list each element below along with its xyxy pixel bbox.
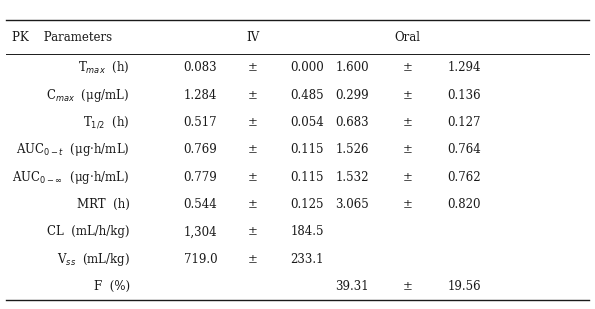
Text: 719.0: 719.0 xyxy=(183,253,217,266)
Text: ±: ± xyxy=(248,198,258,211)
Text: ±: ± xyxy=(248,171,258,184)
Text: V$_{ss}$  (mL/kg): V$_{ss}$ (mL/kg) xyxy=(57,251,130,268)
Text: ±: ± xyxy=(403,280,412,293)
Text: 19.56: 19.56 xyxy=(447,280,481,293)
Text: ±: ± xyxy=(403,61,412,74)
Text: 1.294: 1.294 xyxy=(447,61,481,74)
Text: 1.284: 1.284 xyxy=(184,89,217,102)
Text: T$_{1/2}$  (h): T$_{1/2}$ (h) xyxy=(83,115,130,130)
Text: Oral: Oral xyxy=(394,31,421,44)
Text: 0.683: 0.683 xyxy=(335,116,369,129)
Text: 0.136: 0.136 xyxy=(447,89,481,102)
Text: PK    Parameters: PK Parameters xyxy=(12,31,112,44)
Text: 0.115: 0.115 xyxy=(290,143,324,156)
Text: 1.600: 1.600 xyxy=(335,61,369,74)
Text: ±: ± xyxy=(248,253,258,266)
Text: 0.517: 0.517 xyxy=(183,116,217,129)
Text: 0.054: 0.054 xyxy=(290,116,324,129)
Text: 0.779: 0.779 xyxy=(183,171,217,184)
Text: 3.065: 3.065 xyxy=(335,198,369,211)
Text: ±: ± xyxy=(403,89,412,102)
Text: ±: ± xyxy=(403,198,412,211)
Text: F  (%): F (%) xyxy=(93,280,130,293)
Text: 0.125: 0.125 xyxy=(290,198,324,211)
Text: 1,304: 1,304 xyxy=(183,226,217,239)
Text: ±: ± xyxy=(403,171,412,184)
Text: IV: IV xyxy=(246,31,259,44)
Text: C$_{max}$  (μg/mL): C$_{max}$ (μg/mL) xyxy=(46,87,130,104)
Text: T$_{max}$  (h): T$_{max}$ (h) xyxy=(78,60,130,75)
Text: 184.5: 184.5 xyxy=(290,226,324,239)
Text: 1.532: 1.532 xyxy=(336,171,369,184)
Text: AUC$_{0-t}$  (μg·h/mL): AUC$_{0-t}$ (μg·h/mL) xyxy=(16,141,130,158)
Text: 0.544: 0.544 xyxy=(183,198,217,211)
Text: 0.299: 0.299 xyxy=(335,89,369,102)
Text: ±: ± xyxy=(403,143,412,156)
Text: ±: ± xyxy=(403,116,412,129)
Text: 0.764: 0.764 xyxy=(447,143,481,156)
Text: 0.115: 0.115 xyxy=(290,171,324,184)
Text: ±: ± xyxy=(248,226,258,239)
Text: 0.083: 0.083 xyxy=(183,61,217,74)
Text: 0.485: 0.485 xyxy=(290,89,324,102)
Text: 1.526: 1.526 xyxy=(336,143,369,156)
Text: CL  (mL/h/kg): CL (mL/h/kg) xyxy=(47,226,130,239)
Text: 0.127: 0.127 xyxy=(447,116,481,129)
Text: ±: ± xyxy=(248,116,258,129)
Text: ±: ± xyxy=(248,61,258,74)
Text: MRT  (h): MRT (h) xyxy=(77,198,130,211)
Text: 0.762: 0.762 xyxy=(447,171,481,184)
Text: AUC$_{0-∞}$  (μg·h/mL): AUC$_{0-∞}$ (μg·h/mL) xyxy=(12,169,130,186)
Text: 0.769: 0.769 xyxy=(183,143,217,156)
Text: 0.000: 0.000 xyxy=(290,61,324,74)
Text: ±: ± xyxy=(248,143,258,156)
Text: 39.31: 39.31 xyxy=(335,280,369,293)
Text: 233.1: 233.1 xyxy=(290,253,324,266)
Text: 0.820: 0.820 xyxy=(447,198,481,211)
Text: ±: ± xyxy=(248,89,258,102)
